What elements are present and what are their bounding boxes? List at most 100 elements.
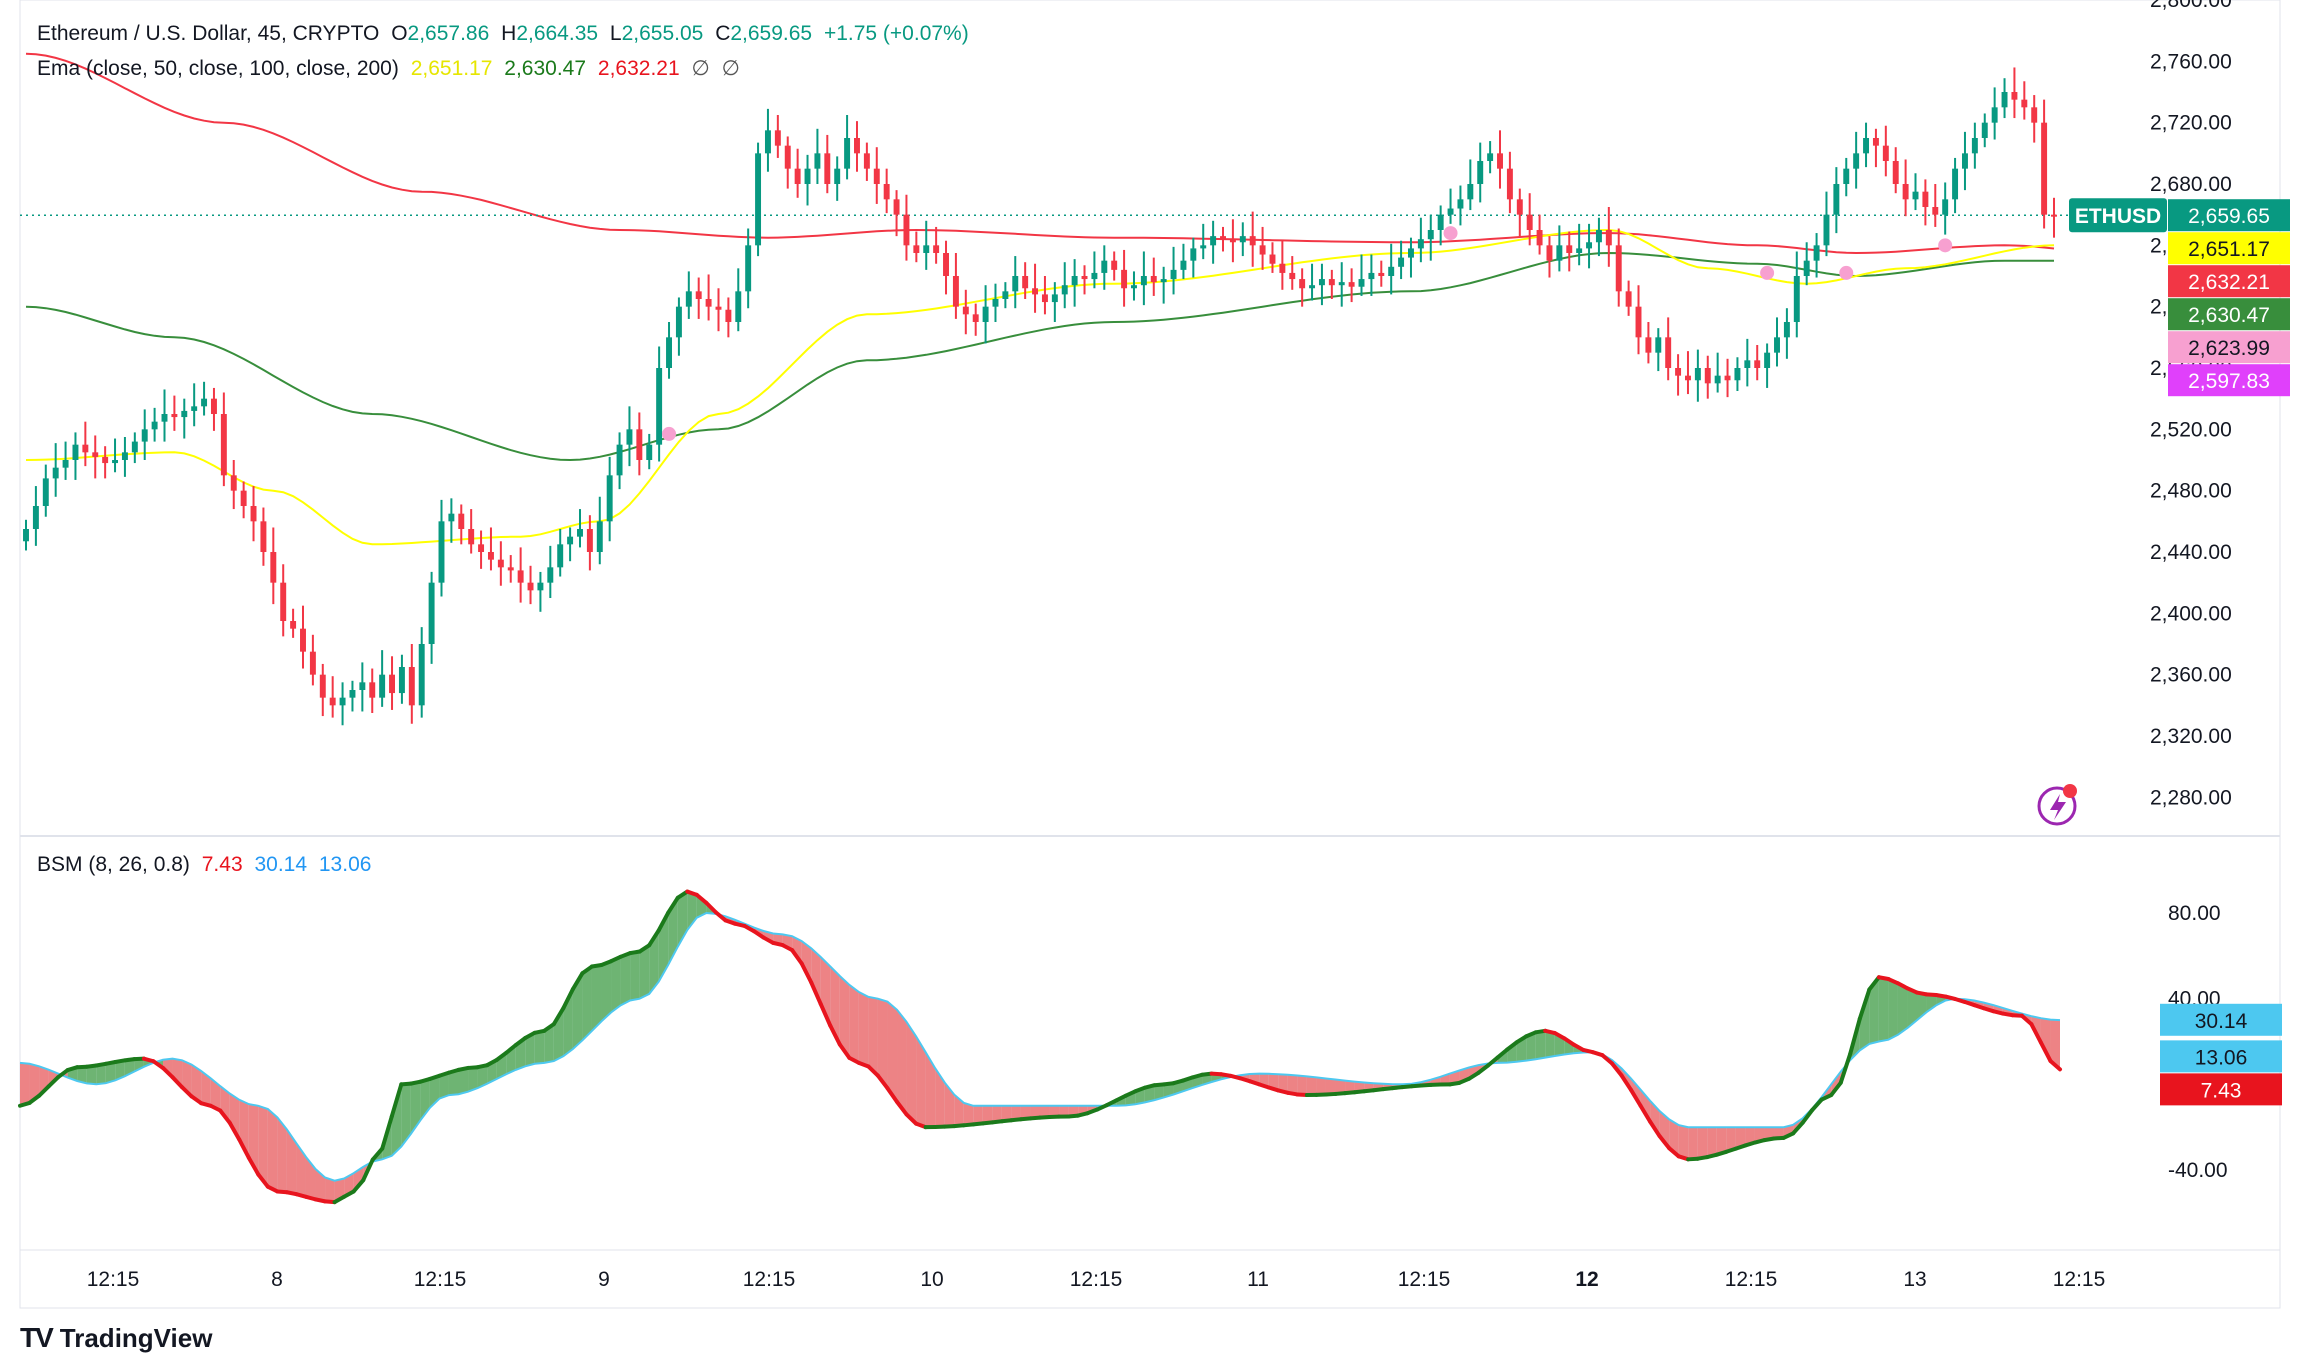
candle-body (1259, 245, 1266, 255)
candle-body (1318, 279, 1325, 286)
price-tick-label: 2,440.00 (2150, 541, 2232, 564)
price-tick-label: 2,520.00 (2150, 418, 2232, 441)
price-label-bg (2168, 232, 2290, 265)
candle-body (745, 245, 752, 292)
candle-body (1061, 285, 1068, 295)
bsm-up-fill (534, 1030, 545, 1064)
candle-body (1576, 248, 1583, 253)
candle-body (1754, 360, 1761, 368)
candle-body (1595, 230, 1602, 243)
candle-body (32, 506, 39, 529)
bsm-up-fill (1545, 1030, 1555, 1058)
bsm-down-fill (258, 1105, 268, 1187)
bsm-up-fill (391, 1084, 402, 1156)
signal-marker (1760, 265, 1775, 280)
bsm-down-fill (916, 1036, 926, 1128)
bsm-down-fill (963, 1102, 974, 1126)
candle-body (844, 138, 851, 169)
candle-body (1625, 291, 1632, 307)
bsm-up-fill (458, 1067, 469, 1095)
bsm-fast-segment (180, 1085, 194, 1099)
candle-body (2021, 99, 2028, 108)
price-tick-label: 2,400.00 (2150, 602, 2232, 625)
candle-body (666, 337, 672, 368)
candle-body (774, 130, 781, 146)
candle-body (1348, 282, 1355, 287)
candle-body (764, 130, 771, 154)
tradingview-logo[interactable]: TV TradingView (20, 1322, 212, 1354)
time-tick-label: 12:15 (1070, 1268, 1123, 1291)
bsm-up-fill (468, 1067, 478, 1092)
candle-body (1378, 272, 1385, 276)
candle-body (1210, 236, 1217, 246)
bsm-down-fill (982, 1105, 993, 1124)
bsm-fast-segment (1657, 1134, 1672, 1151)
candle-body (1882, 145, 1889, 161)
bsm-fast-segment (570, 971, 585, 992)
candle-body (1645, 337, 1652, 353)
flash-icon[interactable] (2037, 784, 2077, 826)
ema100-value: 2,630.47 (504, 57, 587, 80)
bsm-fast-segment (895, 1099, 909, 1117)
bsm-down-fill (830, 966, 840, 1045)
bsm-up-fill (630, 951, 640, 1001)
bsm-down-fill (1049, 1105, 1060, 1117)
bsm-up-fill (1926, 994, 1937, 1013)
candle-body (1497, 153, 1503, 169)
low-value: 2,655.05 (621, 22, 704, 45)
bsm-fast-segment (1867, 975, 1881, 992)
candle-body (1675, 368, 1682, 376)
candle-body (695, 291, 702, 299)
bsm-fast-segment (1600, 1053, 1614, 1066)
candle-body (1368, 272, 1375, 280)
time-tick-label: 12:15 (414, 1268, 467, 1291)
bsm-fast-segment (1619, 1073, 1634, 1092)
candle-body (685, 291, 692, 307)
candle-body (1803, 260, 1810, 276)
candle-body (1615, 245, 1622, 292)
candle-body (1764, 352, 1771, 368)
candle-body (1892, 161, 1899, 184)
candle-body (517, 570, 524, 583)
bsm-fast-segment (1667, 1146, 1681, 1159)
candle-body (1665, 337, 1672, 368)
signal-marker (1938, 238, 1953, 253)
bsm-up-fill (515, 1038, 526, 1070)
candle-body (339, 697, 346, 706)
bsm-fast-segment (389, 1082, 404, 1119)
ema-extra-2: ∅ (721, 57, 740, 80)
candle-body (1793, 276, 1800, 322)
bsm-fast-segment (170, 1075, 185, 1090)
candle-body (1952, 168, 1959, 200)
candle-body (2041, 122, 2048, 215)
bsm-down-fill (1335, 1079, 1346, 1094)
candle-body (290, 621, 297, 629)
candle-body (616, 444, 623, 476)
candle-body (527, 582, 534, 591)
bsm-fast-segment (1857, 987, 1872, 1021)
bsm-down-fill (277, 1117, 287, 1193)
bsm-up-fill (611, 956, 621, 1013)
bsm-down-fill (792, 936, 802, 964)
time-tick-label: 8 (271, 1268, 283, 1291)
symbol-title: Ethereum / U.S. Dollar, 45, CRYPTO (37, 22, 380, 45)
candle-body (1388, 266, 1395, 276)
candle-body (567, 536, 574, 545)
candle-body (1586, 242, 1593, 249)
time-tick-label: 13 (1903, 1268, 1926, 1291)
candle-body (1299, 279, 1306, 289)
bsm-fast-segment (1648, 1119, 1662, 1139)
candle-body (1526, 214, 1533, 230)
candle-body (1408, 248, 1414, 258)
bsm-up-fill (477, 1065, 488, 1089)
candle-body (1457, 199, 1464, 209)
candle-body (1131, 285, 1137, 289)
candle-body (1744, 360, 1751, 368)
price-label-bg (2168, 298, 2290, 331)
bsm-fast-segment (656, 910, 671, 933)
bsm-fast-segment (246, 1155, 261, 1177)
candle-body (675, 306, 682, 338)
candle-body (161, 414, 168, 422)
high-value: 2,664.35 (516, 22, 599, 45)
